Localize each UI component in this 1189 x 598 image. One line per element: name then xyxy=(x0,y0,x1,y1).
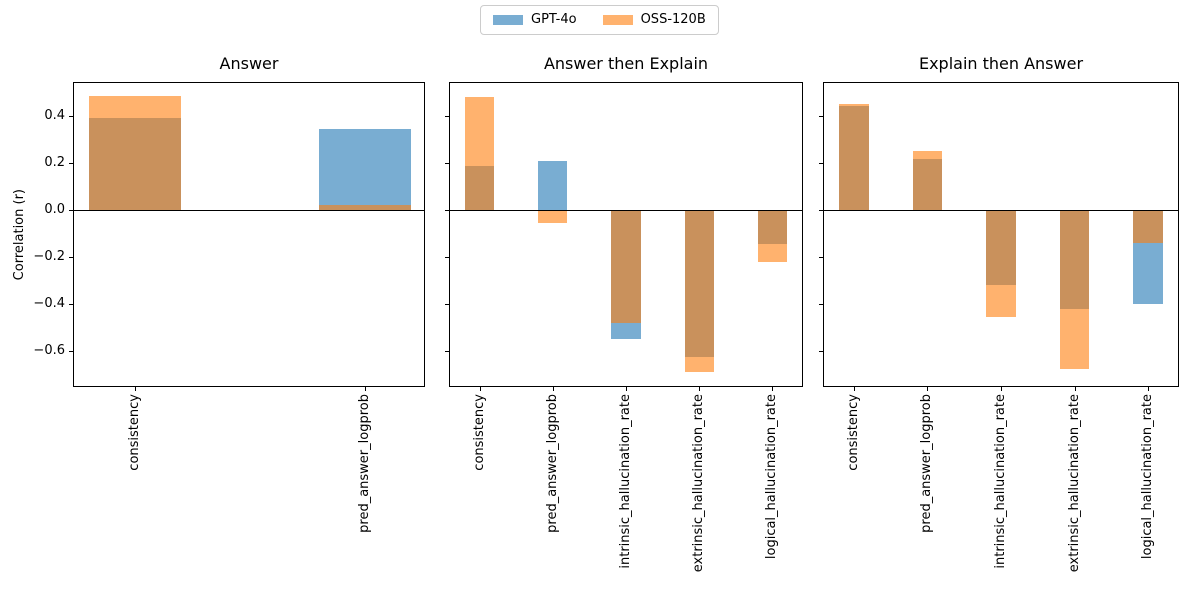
legend-swatch-oss-120b xyxy=(602,15,633,25)
x-tick-label-consistency: consistency xyxy=(471,394,487,471)
legend-item-oss-120b: OSS-120B xyxy=(602,12,706,28)
x-tick xyxy=(365,387,367,391)
x-tick xyxy=(699,387,701,391)
legend-label: GPT-4o xyxy=(531,12,577,27)
x-tick-label-extrinsic-hallucination-rate: extrinsic_hallucination_rate xyxy=(1066,394,1082,573)
y-tick xyxy=(69,304,73,306)
legend-swatch-gpt-4o xyxy=(493,15,523,25)
y-tick xyxy=(819,351,823,353)
x-tick-label-consistency: consistency xyxy=(845,394,861,471)
bar-oss-120b-logical-hallucination-rate xyxy=(1133,210,1163,243)
bar-oss-120b-pred-answer-logprob xyxy=(538,210,568,223)
x-tick-label-pred-answer-logprob: pred_answer_logprob xyxy=(544,394,560,533)
x-tick xyxy=(1001,387,1002,391)
bar-oss-120b-pred-answer-logprob xyxy=(319,205,412,211)
legend: GPT-4o OSS-120B xyxy=(480,5,719,35)
zero-line xyxy=(449,209,803,212)
y-tick xyxy=(819,162,823,164)
x-tick xyxy=(1148,387,1150,391)
x-tick-label-pred-answer-logprob: pred_answer_logprob xyxy=(357,394,373,533)
bar-oss-120b-intrinsic-hallucination-rate xyxy=(986,210,1016,318)
bar-oss-120b-consistency xyxy=(465,97,495,210)
x-tick xyxy=(479,387,481,391)
x-tick xyxy=(853,387,855,391)
x-tick-label-pred-answer-logprob: pred_answer_logprob xyxy=(919,394,935,533)
x-tick-label-intrinsic-hallucination-rate: intrinsic_hallucination_rate xyxy=(993,394,1008,569)
y-tick xyxy=(69,210,73,212)
y-tick xyxy=(819,115,823,117)
bar-oss-120b-consistency xyxy=(839,104,869,210)
bar-oss-120b-extrinsic-hallucination-rate xyxy=(1059,210,1090,369)
chart-title-explain-then-answer: Explain then Answer xyxy=(918,54,1084,73)
y-tick xyxy=(445,162,449,164)
y-tick-label: −0.4 xyxy=(33,296,65,312)
x-tick xyxy=(1074,387,1076,391)
bar-oss-120b-extrinsic-hallucination-rate xyxy=(684,210,714,373)
bar-oss-120b-logical-hallucination-rate xyxy=(757,210,787,262)
y-tick xyxy=(69,162,73,164)
x-tick-label-intrinsic-hallucination-rate: intrinsic_hallucination_rate xyxy=(618,394,633,569)
x-tick xyxy=(135,387,137,391)
y-tick xyxy=(69,351,73,353)
y-tick-label: 0.0 xyxy=(44,202,65,218)
y-tick xyxy=(69,115,73,117)
y-tick xyxy=(819,304,823,306)
y-tick xyxy=(445,257,449,259)
y-tick xyxy=(445,115,449,117)
zero-line xyxy=(73,209,425,212)
y-tick xyxy=(819,257,823,259)
x-tick xyxy=(772,387,774,391)
y-tick-label: −0.6 xyxy=(33,343,65,359)
bar-oss-120b-consistency xyxy=(89,95,182,210)
y-tick xyxy=(445,210,449,212)
y-tick-label: −0.2 xyxy=(33,249,65,265)
x-tick-label-extrinsic-hallucination-rate: extrinsic_hallucination_rate xyxy=(691,394,707,573)
x-tick-label-logical-hallucination-rate: logical_hallucination_rate xyxy=(764,394,780,560)
x-tick xyxy=(927,387,929,391)
legend-label: OSS-120B xyxy=(640,12,706,27)
chart-title-answer: Answer xyxy=(219,54,279,73)
y-tick xyxy=(445,351,449,353)
y-tick xyxy=(819,210,823,212)
x-tick-label-consistency: consistency xyxy=(127,394,143,471)
bar-gpt-4o-pred-answer-logprob xyxy=(538,160,568,210)
y-tick xyxy=(445,304,449,306)
y-tick-label: 0.2 xyxy=(44,154,65,170)
x-tick xyxy=(626,387,627,391)
x-tick xyxy=(552,387,554,391)
bar-oss-120b-intrinsic-hallucination-rate xyxy=(611,210,641,323)
bar-gpt-4o-pred-answer-logprob xyxy=(319,128,412,211)
bar-oss-120b-pred-answer-logprob xyxy=(912,151,943,211)
y-tick-label: 0.4 xyxy=(44,107,65,123)
x-tick-label-logical-hallucination-rate: logical_hallucination_rate xyxy=(1140,394,1156,560)
chart-title-answer-then-explain: Answer then Explain xyxy=(543,54,709,73)
y-tick xyxy=(69,257,73,259)
zero-line xyxy=(823,209,1179,212)
legend-item-gpt-4o: GPT-4o xyxy=(493,12,577,28)
